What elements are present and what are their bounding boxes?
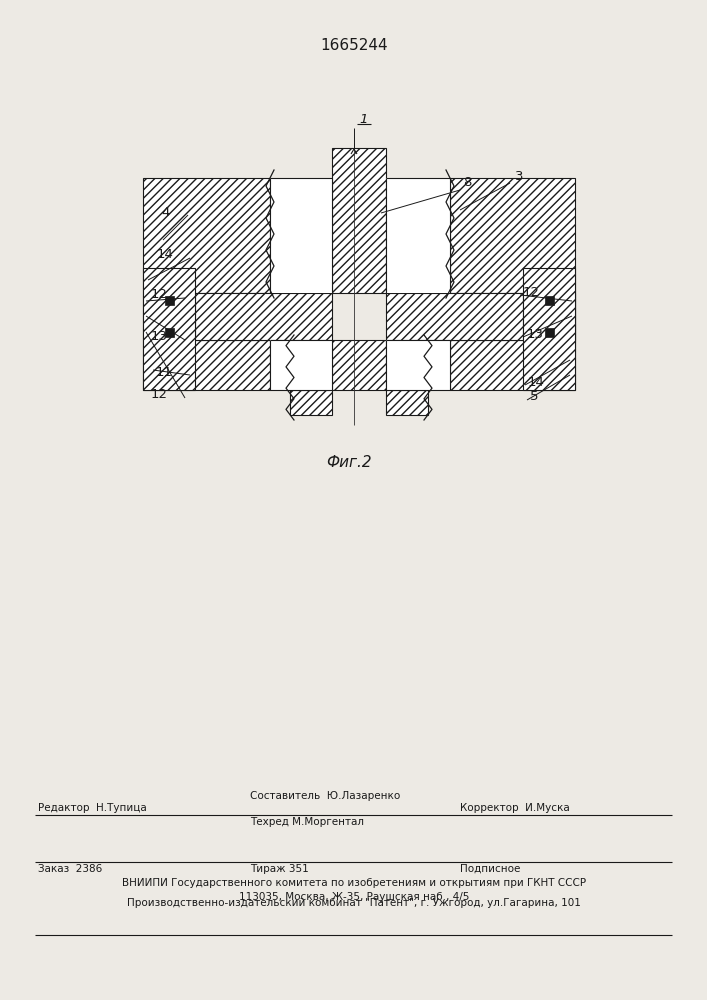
Text: ВНИИПИ Государственного комитета по изобретениям и открытиям при ГКНТ СССР: ВНИИПИ Государственного комитета по изоб… xyxy=(122,878,586,888)
Text: 1: 1 xyxy=(359,113,368,126)
Text: Подписное: Подписное xyxy=(460,864,520,874)
Polygon shape xyxy=(143,178,270,390)
Text: Фиг.2: Фиг.2 xyxy=(326,455,372,470)
Polygon shape xyxy=(290,390,332,415)
Text: 13: 13 xyxy=(151,330,168,344)
Text: 1665244: 1665244 xyxy=(320,38,388,53)
Bar xyxy=(270,178,332,293)
Text: 11: 11 xyxy=(156,365,173,378)
Text: Производственно-издательский комбинат "Патент", г. Ужгород, ул.Гагарина, 101: Производственно-издательский комбинат "П… xyxy=(127,898,581,908)
Bar xyxy=(386,178,450,293)
Text: 12: 12 xyxy=(151,388,168,401)
Bar xyxy=(545,296,554,305)
Bar xyxy=(165,328,174,337)
Polygon shape xyxy=(332,148,386,293)
Text: 5: 5 xyxy=(530,390,539,403)
Text: 14: 14 xyxy=(156,248,173,261)
Text: Составитель  Ю.Лазаренко: Составитель Ю.Лазаренко xyxy=(250,791,400,801)
Polygon shape xyxy=(523,268,575,390)
Polygon shape xyxy=(450,178,575,390)
Bar xyxy=(165,296,174,305)
Polygon shape xyxy=(195,293,332,340)
Text: Техред М.Моргентал: Техред М.Моргентал xyxy=(250,817,364,827)
Text: 14: 14 xyxy=(528,375,545,388)
Text: 113035, Москва, Ж-35, Раушская наб., 4/5: 113035, Москва, Ж-35, Раушская наб., 4/5 xyxy=(239,892,469,902)
Polygon shape xyxy=(143,268,195,390)
Text: 12: 12 xyxy=(151,288,168,302)
Text: 4: 4 xyxy=(162,206,170,219)
Bar xyxy=(545,328,554,337)
Polygon shape xyxy=(332,340,386,390)
Text: Заказ  2386: Заказ 2386 xyxy=(38,864,103,874)
Bar xyxy=(386,340,450,390)
Polygon shape xyxy=(386,390,428,415)
Text: Корректор  И.Муска: Корректор И.Муска xyxy=(460,803,570,813)
Text: Редактор  Н.Тупица: Редактор Н.Тупица xyxy=(38,803,147,813)
Text: 12: 12 xyxy=(523,286,540,298)
Bar xyxy=(270,340,332,390)
Polygon shape xyxy=(386,293,523,340)
Text: 3: 3 xyxy=(515,170,523,184)
Text: Тираж 351: Тираж 351 xyxy=(250,864,309,874)
Text: 13: 13 xyxy=(527,328,544,340)
Text: 8: 8 xyxy=(463,176,472,190)
